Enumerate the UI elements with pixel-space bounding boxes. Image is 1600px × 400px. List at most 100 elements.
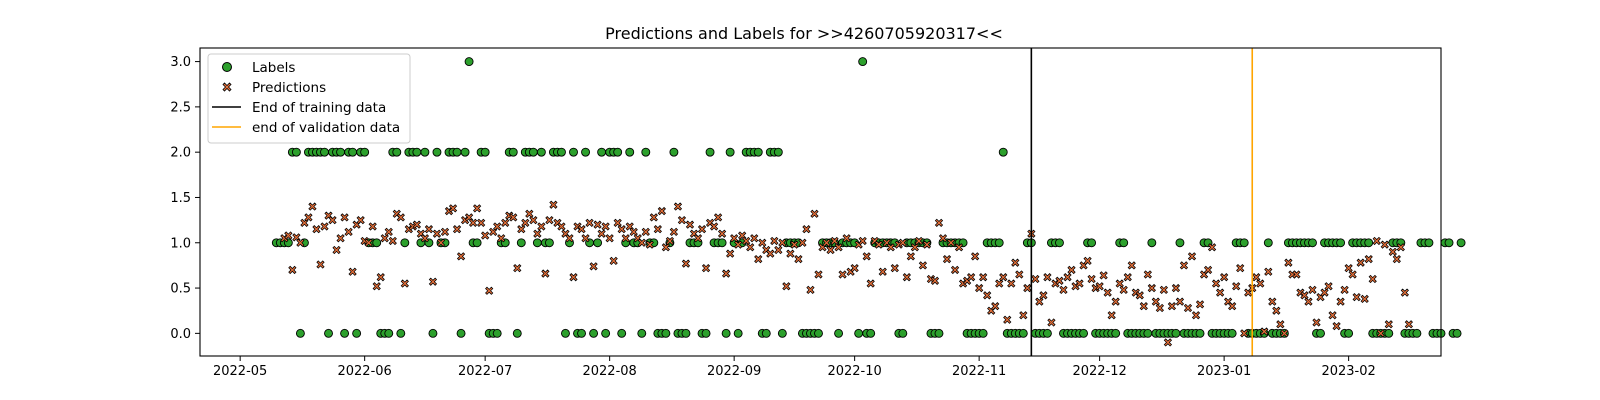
prediction-point (629, 227, 638, 237)
prediction-point (886, 243, 895, 252)
prediction-point (685, 220, 695, 229)
prediction-point (1043, 273, 1052, 282)
x-tick-label: 2023-01 (1197, 364, 1251, 379)
prediction-point (1344, 263, 1353, 273)
prediction-point (734, 240, 743, 249)
prediction-point (794, 254, 803, 264)
label-point (352, 328, 362, 338)
label-point (508, 147, 518, 157)
label-point (340, 328, 350, 338)
prediction-point (1352, 292, 1361, 302)
label-point (392, 147, 402, 157)
plot-frame (199, 47, 1442, 357)
prediction-point (922, 240, 932, 249)
label-point (1364, 238, 1374, 248)
legend-training-text: End of training data (252, 100, 386, 116)
label-point (464, 57, 474, 67)
prediction-point (1304, 297, 1313, 306)
label-point (512, 328, 522, 338)
label-point (641, 147, 651, 157)
label-point (1195, 328, 1205, 338)
label-point (1316, 328, 1325, 338)
prediction-point (1380, 240, 1389, 249)
prediction-point (902, 273, 911, 282)
legend-predictions-text: Predictions (252, 80, 326, 96)
prediction-point (1123, 273, 1132, 282)
prediction-point (1067, 265, 1076, 275)
prediction-point (312, 225, 321, 234)
prediction-point (1139, 302, 1148, 311)
prediction-point (328, 215, 337, 225)
label-point (733, 328, 743, 338)
prediction-point (501, 218, 510, 227)
prediction-point (1143, 270, 1152, 279)
label-point (320, 147, 329, 157)
prediction-point (336, 234, 345, 243)
label-point (420, 147, 430, 157)
label-point (1079, 328, 1089, 338)
label-point (581, 147, 591, 157)
label-point (773, 147, 783, 157)
label-point (1308, 238, 1317, 248)
label-point (1119, 238, 1129, 248)
prediction-point (1268, 297, 1277, 306)
prediction-point (316, 260, 325, 269)
prediction-point (878, 267, 887, 276)
label-point (1412, 328, 1422, 338)
x-tick-label: 2022-05 (213, 364, 267, 379)
label-point (544, 238, 554, 248)
x-tick-label: 2022-11 (952, 364, 1006, 379)
prediction-point (1019, 311, 1028, 320)
prediction-point (669, 227, 679, 237)
label-point (866, 328, 876, 338)
label-point (348, 147, 358, 157)
legend-labels-marker (222, 62, 232, 72)
prediction-point (1147, 283, 1156, 293)
label-point (777, 328, 787, 338)
prediction-point (954, 243, 964, 252)
prediction-point (356, 215, 365, 225)
prediction-point (380, 234, 389, 243)
prediction-point (991, 302, 1000, 311)
label-point (1424, 238, 1434, 248)
prediction-point (1256, 279, 1265, 288)
prediction-point (1340, 285, 1349, 295)
label-point (593, 238, 603, 248)
prediction-point (537, 222, 546, 231)
plot-area (271, 48, 1466, 356)
legend-box (207, 53, 411, 144)
prediction-point (1163, 338, 1173, 347)
prediction-point (774, 245, 783, 255)
prediction-point (545, 215, 554, 225)
label-point (761, 328, 771, 338)
legend: Labels Predictions End of training data … (207, 53, 411, 144)
prediction-point (983, 291, 992, 300)
prediction-point (376, 273, 385, 282)
label-point (569, 147, 578, 157)
prediction-point (693, 234, 703, 243)
prediction-point (786, 249, 795, 258)
prediction-point (593, 220, 602, 229)
prediction-point (581, 234, 590, 243)
prediction-point (822, 238, 831, 247)
prediction-point (782, 282, 791, 291)
prediction-point (1312, 318, 1321, 327)
prediction-point (970, 252, 980, 261)
prediction-point (1003, 315, 1012, 324)
prediction-point (1372, 236, 1381, 246)
prediction-point (1236, 263, 1245, 273)
label-point (1452, 328, 1462, 338)
prediction-point (308, 202, 317, 211)
prediction-point (1011, 258, 1020, 267)
prediction-point (332, 245, 341, 255)
label-point (577, 328, 586, 338)
prediction-point (372, 282, 381, 291)
label-point (432, 147, 442, 157)
prediction-point (565, 234, 574, 243)
label-point (1175, 238, 1185, 248)
prediction-point (754, 254, 763, 264)
label-point (516, 238, 526, 248)
prediction-point (569, 273, 578, 282)
prediction-point (1171, 283, 1181, 293)
prediction-point (766, 249, 775, 258)
